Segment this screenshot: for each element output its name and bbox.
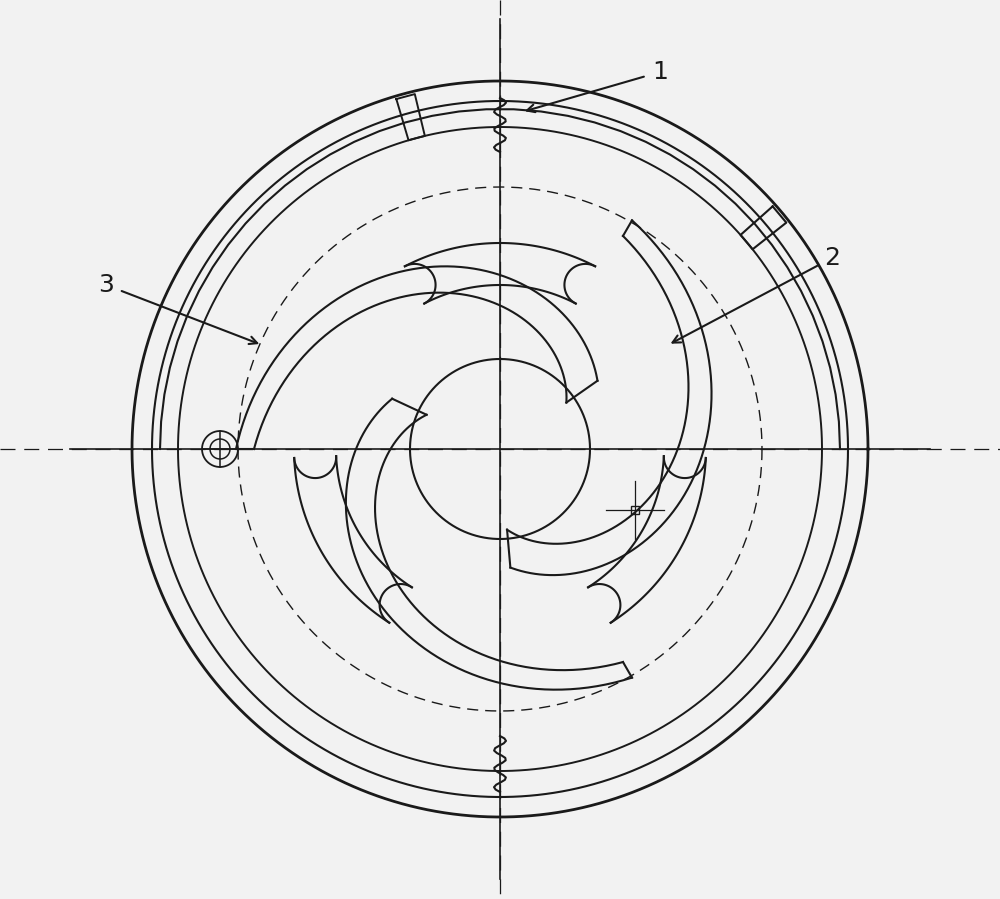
Text: 2: 2 — [824, 246, 840, 270]
Text: 1: 1 — [652, 60, 668, 84]
Text: 3: 3 — [98, 273, 114, 297]
Bar — [631, 506, 639, 514]
